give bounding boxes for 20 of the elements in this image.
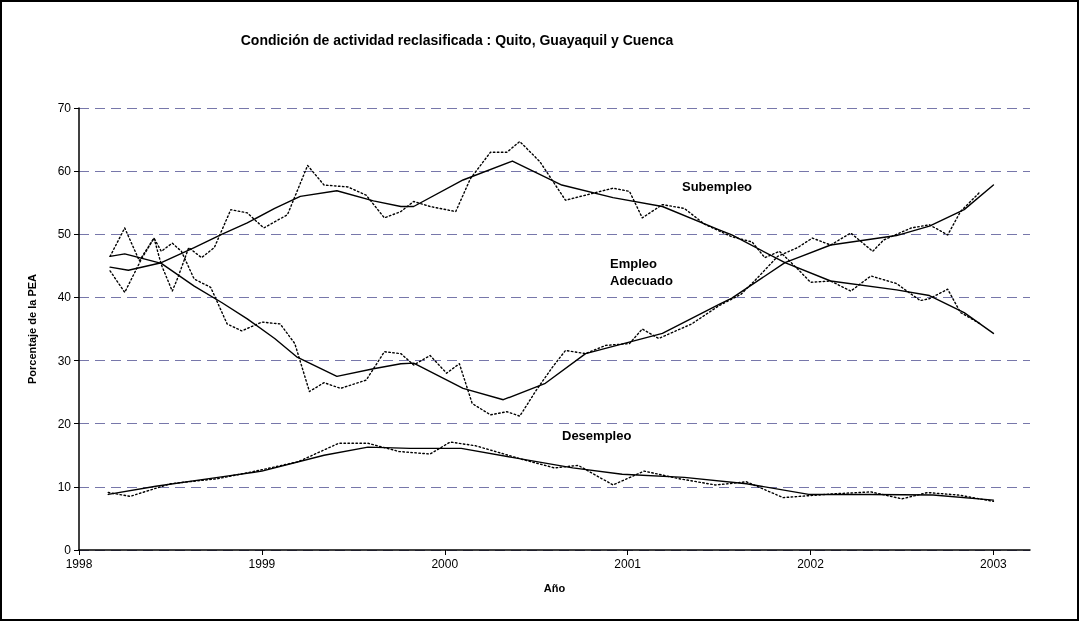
x-tick-label: 1998 (65, 557, 93, 571)
x-tick-label: 2000 (431, 557, 459, 571)
x-tick-label: 2002 (797, 557, 825, 571)
y-tick-label: 0 (64, 543, 72, 557)
annotation: Subempleo (682, 179, 753, 194)
y-axis-title: Porcentaje de la PEA (25, 273, 38, 385)
x-tick-label: 2001 (614, 557, 642, 571)
y-tick-label: 60 (57, 164, 72, 179)
y-tick-label: 10 (57, 479, 72, 494)
chart-title: Condición de actividad reclasificada : Quito, Guayaquil y Cuenca (240, 32, 674, 48)
y-tick-label: 40 (57, 290, 72, 305)
x-axis-title: Año (543, 581, 566, 594)
annotation: Empleo Adecuado (610, 256, 673, 288)
x-tick-label: 2003 (980, 557, 1008, 571)
y-tick-label: 30 (57, 353, 72, 368)
y-tick-label: 20 (57, 416, 72, 431)
annotation: Desempleo (562, 428, 632, 443)
x-tick-label: 1999 (248, 557, 276, 571)
y-tick-label: 50 (57, 227, 72, 242)
y-tick-label: 70 (57, 101, 72, 115)
